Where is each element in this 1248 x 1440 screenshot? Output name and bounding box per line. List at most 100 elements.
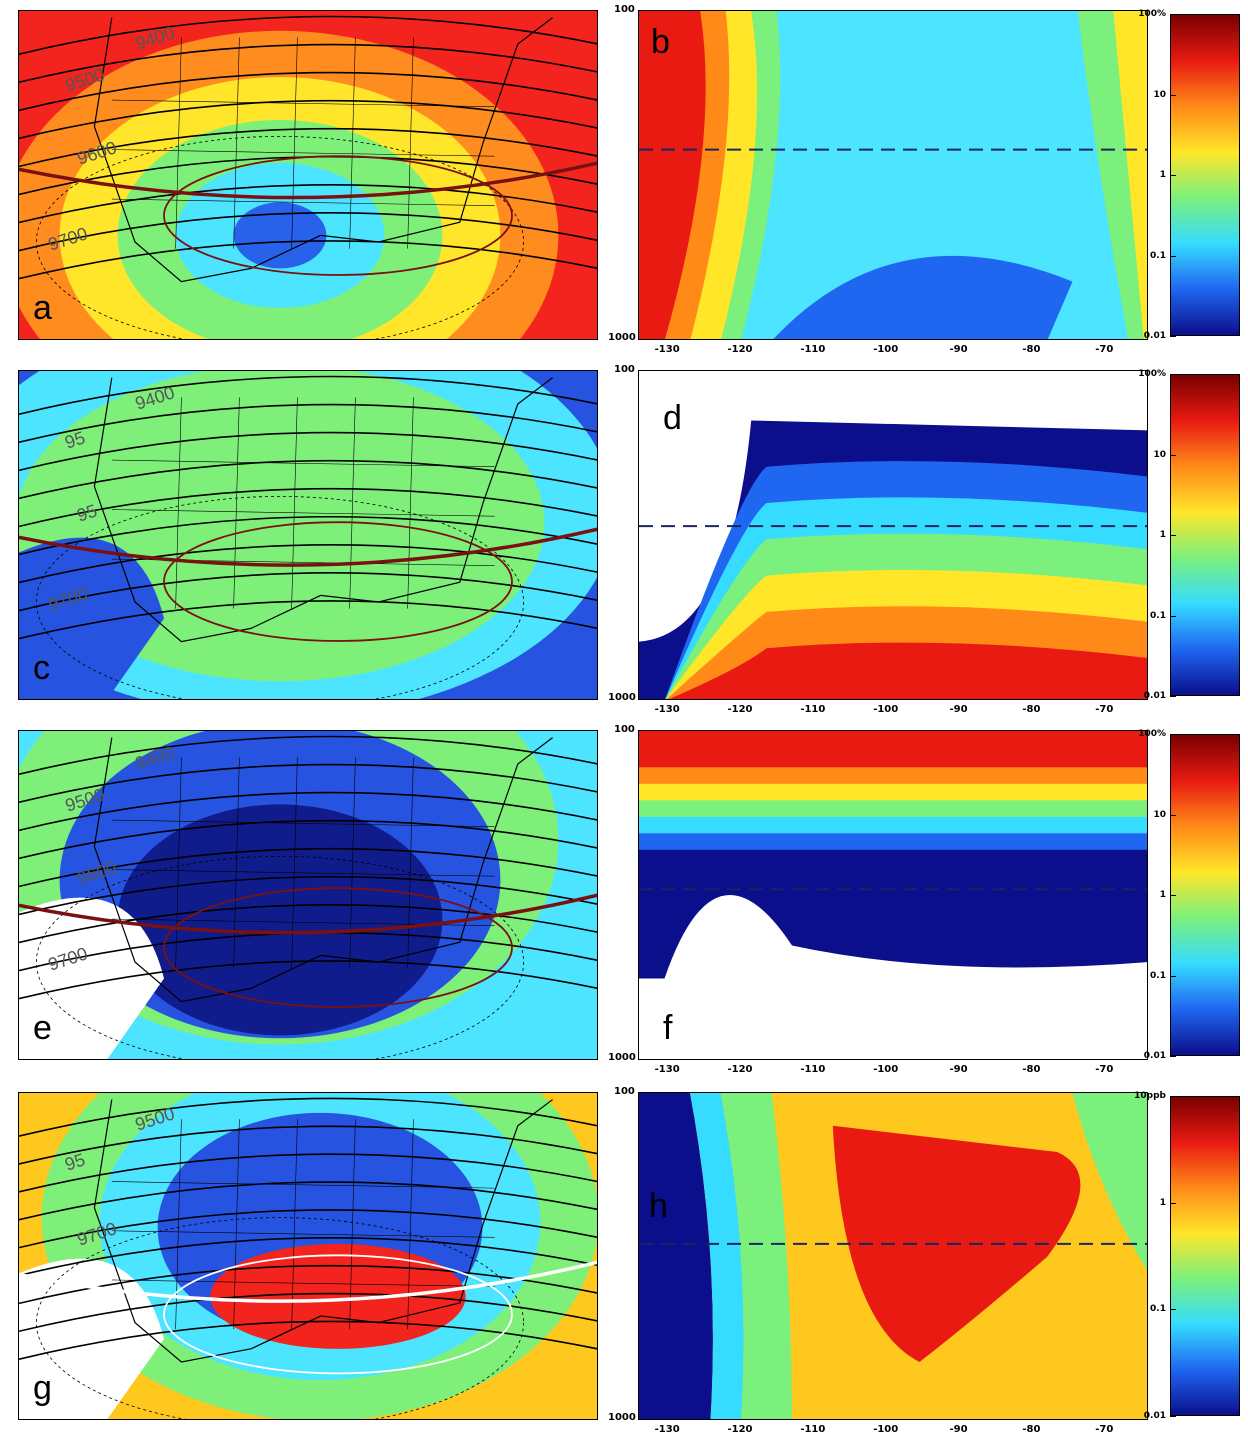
height-contour [19,212,597,252]
colorbar-tick: 0.1 [1150,1304,1166,1315]
pressure-tick-top: 100 [614,1086,635,1097]
longitude-tick: -120 [727,1424,753,1435]
cross-section-panel: d [638,370,1148,700]
colorbar-tick-mark [1170,1309,1176,1311]
colorbar-tick: 0.1 [1150,970,1166,981]
longitude-tick: -80 [1022,704,1041,715]
state-boundary [111,1279,495,1287]
state-boundary [407,757,414,969]
height-contour [19,819,597,860]
colorbar-tick: 10 [1153,449,1166,460]
height-contour [19,240,597,280]
colorbar-tick-mark [1170,734,1176,735]
region-outline [163,1254,513,1375]
panel-label-map: a [33,289,52,327]
colorbar-tick: 100% [1138,9,1166,19]
pressure-tick-bottom: 1000 [608,692,636,703]
height-contour [19,1125,597,1165]
panel-label-cross: d [663,399,682,437]
height-contour [19,487,597,528]
state-boundary [233,1119,240,1330]
colorbar-tick: 1 [1159,890,1166,900]
height-contour [19,544,597,584]
colorbar-tick: 0.01 [1143,1051,1166,1061]
map-plot [19,731,597,1059]
section-band [639,1093,713,1419]
colorbar-tick: 0.1 [1150,250,1166,261]
state-boundary [111,459,495,467]
height-contour [19,459,597,500]
colorbar-tick-mark [1170,1096,1176,1097]
section-band [690,1093,744,1419]
colorbar-tick-mark [1170,94,1176,96]
state-boundary [111,1230,495,1238]
colorbar [1170,14,1240,336]
height-contour [19,71,597,112]
panel-label-map: g [33,1369,52,1407]
state-boundary [233,37,240,249]
height-contour [19,904,597,944]
state-boundary [111,149,495,157]
height-contour [19,1320,597,1360]
longitude-tick: -130 [654,1424,680,1435]
state-boundary [175,757,182,969]
map-plot [19,11,597,339]
map-panel: 9400 9500 9600 9700 a [18,10,598,340]
state-boundary [175,1119,182,1330]
section-band [773,255,1073,339]
dotted-contour [36,136,524,339]
section-band [639,731,1147,768]
height-contour [19,184,597,224]
cross-section-panel: h [638,1092,1148,1420]
colorbar-tick: 0.1 [1150,610,1166,621]
region-outline [163,521,513,642]
section-band [639,11,706,339]
colorbar [1170,734,1240,1056]
colorbar [1170,374,1240,696]
colorbar-tick: 1 [1159,530,1166,540]
longitude-tick: -70 [1095,1064,1114,1075]
height-contour [19,960,597,1000]
state-boundary [111,99,495,107]
map-plot [19,1093,597,1419]
colorbar-tick-mark [1170,1416,1176,1417]
cross-section-line [19,1260,597,1303]
height-contour [19,403,597,444]
height-contour [19,431,597,472]
height-contour [19,1209,597,1249]
map-panel: 9500 95 9700 g [18,1092,598,1420]
longitude-tick: -70 [1095,704,1114,715]
longitude-tick: -90 [949,704,968,715]
height-contour [19,572,597,612]
panel-label-map: e [33,1009,52,1047]
section-band [720,1093,792,1419]
longitude-tick: -70 [1095,1424,1114,1435]
colorbar-tick-mark [1170,696,1176,697]
longitude-tick: -120 [727,344,753,355]
map-panel: 9400 9500 9600 9700 e [18,730,598,1060]
longitude-tick: -90 [949,1424,968,1435]
colorbar-tick-mark [1170,814,1176,816]
longitude-tick: -130 [654,344,680,355]
colorbar-tick-mark [1170,1056,1176,1057]
colorbar-tick-mark [1170,336,1176,337]
height-contour [19,516,597,556]
state-boundary [407,397,414,609]
cross-section-plot [639,1093,1147,1419]
colorbar-tick: 10 [1153,809,1166,820]
coastline [93,1099,553,1363]
height-contour [19,791,597,832]
map-no-data-region [19,897,164,1059]
colorbar-tick-mark [1170,895,1176,896]
state-boundary [407,37,414,249]
map-plot [19,371,597,699]
colorbar-tick-mark [1170,454,1176,456]
pressure-tick-top: 100 [614,364,635,375]
longitude-tick: -90 [949,344,968,355]
cross-section-line [19,527,597,567]
state-boundary [233,397,240,609]
height-contour [19,735,597,775]
coastline [93,17,553,283]
height-contour [19,847,597,888]
longitude-tick: -110 [800,704,826,715]
